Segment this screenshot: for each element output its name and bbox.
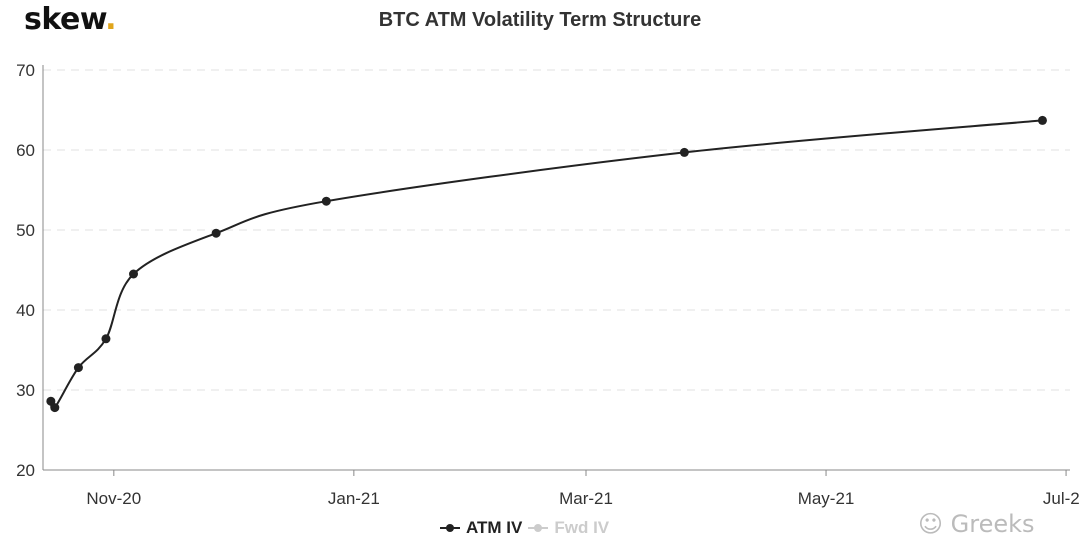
atm-iv-point xyxy=(50,403,60,413)
y-tick-label: 40 xyxy=(16,301,35,320)
legend-item-atm-iv[interactable]: ATM IV xyxy=(440,518,522,538)
x-tick-label: May-21 xyxy=(798,489,855,508)
atm-iv-point xyxy=(101,334,111,344)
legend-marker-atm-iv xyxy=(440,524,460,532)
watermark: ☺ Greeks xyxy=(918,510,1035,538)
y-tick-label: 70 xyxy=(16,61,35,80)
legend: ATM IV Fwd IV xyxy=(440,518,609,538)
skew-logo: skew. xyxy=(24,2,117,37)
y-tick-label: 20 xyxy=(16,461,35,480)
y-tick-label: 30 xyxy=(16,381,35,400)
watermark-text: Greeks xyxy=(950,510,1035,538)
atm-iv-point xyxy=(73,363,83,373)
x-tick-label: Jul-21 xyxy=(1043,489,1080,508)
atm-iv-point xyxy=(1037,115,1047,125)
logo-dot: . xyxy=(105,2,117,37)
y-tick-label: 50 xyxy=(16,221,35,240)
legend-label-fwd-iv: Fwd IV xyxy=(554,518,610,537)
x-tick-label: Mar-21 xyxy=(559,489,613,508)
wechat-icon: ☺ xyxy=(918,510,944,538)
x-tick-label: Nov-20 xyxy=(86,489,141,508)
legend-marker-fwd-iv xyxy=(528,524,549,532)
chart-title: BTC ATM Volatility Term Structure xyxy=(378,9,702,31)
x-tick-label: Jan-21 xyxy=(328,489,380,508)
logo-text: skew xyxy=(24,2,106,37)
legend-label-atm-iv: ATM IV xyxy=(466,518,523,537)
atm-iv-point xyxy=(321,196,331,206)
atm-iv-line xyxy=(49,119,1043,411)
atm-iv-point xyxy=(129,269,139,279)
atm-iv-point xyxy=(679,147,689,157)
legend-item-fwd-iv[interactable]: Fwd IV xyxy=(528,518,609,538)
atm-iv-point xyxy=(211,228,221,238)
y-tick-label: 60 xyxy=(16,141,35,160)
